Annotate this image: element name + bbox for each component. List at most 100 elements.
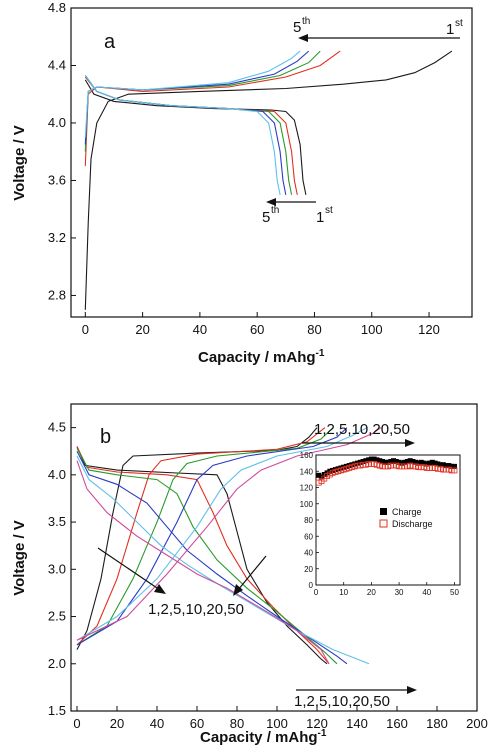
inset-x-tick-label-4: 40 (422, 588, 431, 597)
inset-y-tick-label-7: 140 (300, 467, 314, 476)
discharge-first-label: 1 (316, 209, 324, 226)
panel-b-x-axis-title-sup: -1 (318, 728, 327, 739)
discharge-arrow-right-head (233, 584, 243, 596)
inset-charge-point-42 (429, 459, 435, 465)
inset-charge-point-35 (410, 459, 416, 464)
panel-b-y-tick-label-2: 2.5 (48, 609, 66, 624)
panel-a-x-tick-label-1: 20 (135, 322, 149, 337)
charge-rates-arrowhead (405, 439, 415, 447)
panel-b-y-axis-title: Voltage / V (11, 520, 28, 596)
inset-charge-point-50 (451, 463, 457, 469)
panel-a-x-axis-title-sup: -1 (316, 348, 325, 359)
panel-b-x-tick-label-6: 120 (306, 716, 328, 731)
discharge-rates-end-label: 1,2,5,10,20,50 (294, 693, 390, 710)
charge-first-sup: st (455, 18, 463, 29)
panel-b: 0 20 40 60 80 100 120 140 160 180 200 1.52.02.53.0… (11, 403, 488, 746)
panel-a-y-tick-label-0: 2.8 (48, 287, 66, 302)
inset-charge-point-49 (449, 463, 455, 469)
inset-charge-point-21 (371, 456, 377, 462)
inset-charge-point-45 (438, 462, 444, 468)
panel-b-discharge-curve-5 (76, 455, 370, 665)
panel-b-y-tick-label-3: 3.0 (48, 561, 66, 576)
panel-a-discharge-curve-2 (84, 76, 298, 195)
inset-charge-point-47 (443, 463, 449, 469)
panel-b-discharge-curve-1 (76, 446, 328, 665)
panel-a-discharge-curve-3 (84, 75, 293, 195)
panel-b-y-tick-label-0: 1.5 (48, 703, 66, 718)
panel-b-y-tick-label-1: 2.0 (48, 656, 66, 671)
inset-charge-point-36 (413, 459, 419, 465)
panel-a-charge-curve-3 (84, 50, 321, 152)
panel-b-x-tick-label-5: 100 (266, 716, 288, 731)
inset-charge-point-33 (404, 459, 410, 464)
panel-a-x-tick-label-5: 100 (361, 322, 383, 337)
panel-a-y-axis-title: Voltage / V (11, 125, 28, 201)
panel-a-x-axis-title: Capacity / mAhg-1 (198, 348, 325, 366)
inset-x-tick-label-3: 30 (395, 588, 404, 597)
inset-points (315, 456, 458, 486)
legend-label-discharge: Discharge (392, 519, 433, 529)
inset-charge-point-32 (402, 459, 408, 465)
panel-b-x-axis-title: Capacity / mAhg-1 (200, 728, 327, 746)
inset-charge-point-28 (391, 458, 397, 464)
panel-b-y-ticks: 1.5 2.0 2.5 3.0 3.5 4.0 4.5 (48, 420, 76, 718)
panel-a-discharge-curve-5 (84, 75, 281, 195)
inset-charge-point-27 (388, 459, 394, 464)
inset-x-tick-label-0: 0 (314, 588, 319, 597)
panel-a-curves (84, 50, 453, 310)
panel-b-x-tick-label-2: 40 (150, 716, 164, 731)
inset-y-tick-label-3: 60 (304, 532, 313, 541)
inset-charge-point-17 (360, 459, 366, 464)
panel-b-x-tick-label-8: 160 (386, 716, 408, 731)
panel-a-charge-curve-1 (84, 50, 453, 310)
inset-x-tick-label-1: 10 (339, 588, 348, 597)
panel-b-curves (76, 427, 382, 665)
panel-b-x-tick-label-1: 20 (110, 716, 124, 731)
charge-rates-label: 1,2,5,10,20,50 (314, 421, 410, 438)
discharge-fifth-label: 5 (262, 209, 270, 226)
panel-a-y-tick-label-1: 3.2 (48, 230, 66, 245)
inset-charge-point-1 (316, 472, 322, 478)
panel-a-y-tick-label-5: 4.8 (48, 0, 66, 15)
inset-charge-point-34 (407, 458, 413, 464)
panel-a-x-tick-label-2: 40 (193, 322, 207, 337)
panel-a-charge-curve-2 (84, 50, 341, 167)
panel-a: 0 20 40 60 80 100 120 2.8 3.2 3.6 4.0 4.4 4.8 a 1 s… (11, 0, 473, 366)
panel-b-x-tick-label-3: 60 (190, 716, 204, 731)
panel-a-discharge-curve-4 (84, 75, 287, 195)
discharge-arrow-left-head (154, 584, 166, 594)
inset-y-tick-label-4: 80 (304, 516, 313, 525)
panel-a-x-axis-title-text: Capacity / mAhg (198, 349, 316, 366)
inset-charge-point-19 (366, 457, 372, 463)
inset-charge-point-44 (435, 461, 441, 467)
panel-a-x-tick-label-3: 60 (250, 322, 264, 337)
inset-charge-point-31 (399, 460, 405, 466)
inset-y-tick-label-1: 20 (304, 565, 313, 574)
panel-b-letter: b (100, 426, 111, 448)
panel-b-x-ticks: 0 20 40 60 80 100 120 140 160 180 200 (73, 706, 488, 731)
panel-b-charge-curve-6 (76, 427, 382, 641)
inset-charge-point-25 (382, 459, 388, 465)
discharge-rates-end-arrowhead (407, 686, 417, 694)
inset-y-tick-label-0: 0 (309, 581, 314, 590)
inset-charge-point-18 (363, 458, 369, 464)
inset-y-tick-label-8: 160 (300, 451, 314, 460)
panel-b-discharge-curve-3 (76, 448, 338, 665)
panel-b-discharge-curve-6 (76, 460, 330, 665)
inset-charge-point-37 (415, 460, 421, 466)
inset-charge-point-29 (393, 459, 399, 464)
panel-b-charge-curve-2 (76, 427, 326, 646)
legend-marker-charge (380, 508, 387, 515)
panel-b-x-tick-label-10: 200 (466, 716, 488, 731)
legend-label-charge: Charge (392, 507, 422, 517)
panel-a-letter: a (104, 31, 116, 53)
legend-marker-discharge (379, 519, 388, 528)
inset-x-tick-label-2: 20 (367, 588, 376, 597)
panel-a-x-tick-label-0: 0 (82, 322, 89, 337)
panel-b-frame (70, 403, 478, 712)
discharge-arrow-left (97, 547, 161, 591)
inset-y-tick-label-6: 120 (300, 484, 314, 493)
panel-a-y-tick-label-3: 4.0 (48, 115, 66, 130)
